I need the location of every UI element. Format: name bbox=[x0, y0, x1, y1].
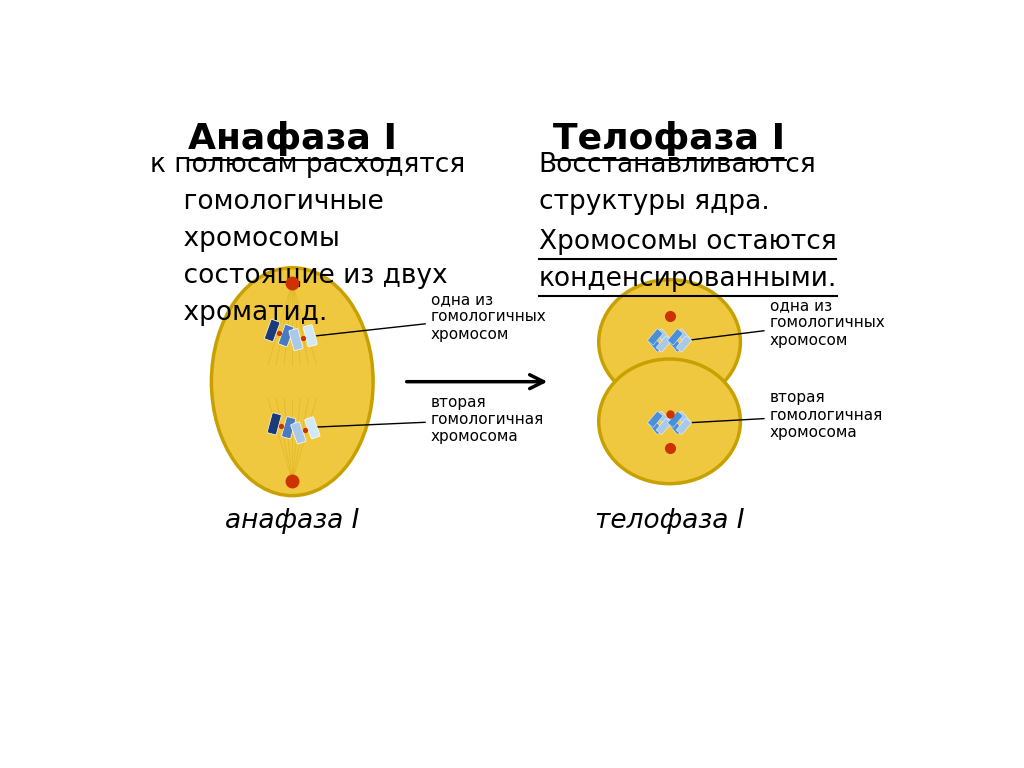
Text: вторая
гомологичная
хромосома: вторая гомологичная хромосома bbox=[689, 390, 883, 440]
FancyBboxPatch shape bbox=[648, 419, 663, 435]
Text: Телофаза I: Телофаза I bbox=[554, 121, 785, 157]
Ellipse shape bbox=[599, 280, 740, 404]
FancyBboxPatch shape bbox=[648, 336, 663, 352]
FancyBboxPatch shape bbox=[668, 329, 683, 345]
FancyBboxPatch shape bbox=[656, 412, 672, 427]
FancyBboxPatch shape bbox=[676, 419, 691, 435]
FancyBboxPatch shape bbox=[279, 325, 294, 346]
FancyBboxPatch shape bbox=[282, 417, 296, 439]
Text: Хромосомы остаются: Хромосомы остаются bbox=[539, 229, 837, 255]
Text: телофаза I: телофаза I bbox=[595, 508, 744, 534]
Ellipse shape bbox=[599, 359, 740, 484]
FancyBboxPatch shape bbox=[668, 336, 683, 352]
FancyBboxPatch shape bbox=[289, 329, 303, 350]
FancyBboxPatch shape bbox=[656, 329, 672, 345]
FancyBboxPatch shape bbox=[676, 412, 691, 427]
FancyBboxPatch shape bbox=[305, 417, 321, 439]
FancyBboxPatch shape bbox=[656, 336, 672, 352]
FancyBboxPatch shape bbox=[676, 329, 691, 345]
FancyBboxPatch shape bbox=[676, 336, 691, 352]
FancyBboxPatch shape bbox=[648, 329, 663, 345]
FancyBboxPatch shape bbox=[648, 412, 663, 427]
Text: Восстанавливаются
структуры ядра.: Восстанавливаются структуры ядра. bbox=[539, 152, 816, 215]
Text: одна из
гомологичных
хромосом: одна из гомологичных хромосом bbox=[316, 292, 547, 342]
Ellipse shape bbox=[211, 268, 373, 495]
Text: анафаза I: анафаза I bbox=[225, 508, 359, 534]
FancyBboxPatch shape bbox=[303, 325, 317, 346]
Text: вторая
гомологичная
хромосома: вторая гомологичная хромосома bbox=[314, 395, 544, 445]
FancyBboxPatch shape bbox=[267, 413, 282, 435]
FancyBboxPatch shape bbox=[291, 422, 306, 444]
Text: к полюсам расходятся
    гомологичные
    хромосомы
    состоящие из двух
    хр: к полюсам расходятся гомологичные хромос… bbox=[150, 152, 465, 326]
FancyBboxPatch shape bbox=[668, 419, 683, 435]
FancyBboxPatch shape bbox=[656, 419, 672, 435]
Text: Анафаза I: Анафаза I bbox=[187, 121, 396, 157]
FancyBboxPatch shape bbox=[264, 319, 280, 342]
Text: конденсированными.: конденсированными. bbox=[539, 266, 837, 292]
Text: одна из
гомологичных
хромосом: одна из гомологичных хромосом bbox=[689, 298, 886, 348]
FancyBboxPatch shape bbox=[668, 412, 683, 427]
